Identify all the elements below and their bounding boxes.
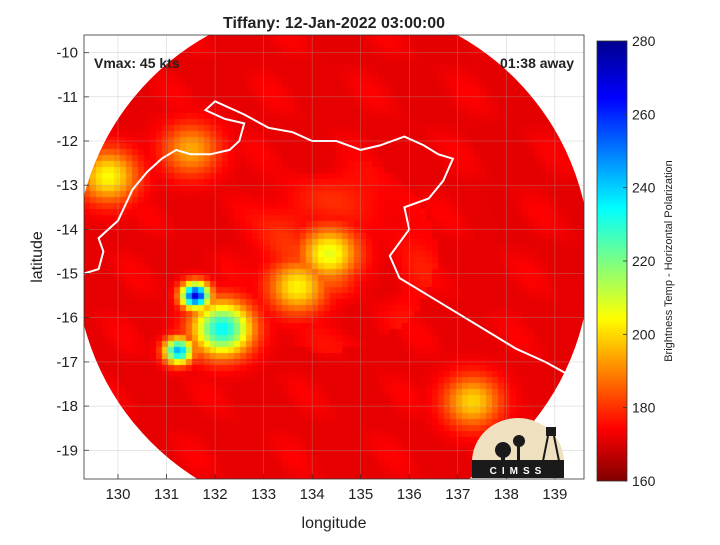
colorbar-tick-label: 240 <box>632 180 656 196</box>
x-tick-label: 130 <box>105 486 130 503</box>
grid <box>84 35 584 479</box>
colorbar-tick-label: 180 <box>632 400 656 416</box>
x-tick-label: 139 <box>542 486 567 503</box>
colorbar-ticks: 160 180 200 220 240 260 280 <box>623 33 656 489</box>
x-tick-label: 135 <box>348 486 373 503</box>
axes-frame <box>83 34 585 480</box>
x-axis-label: longitude <box>302 515 367 532</box>
x-tick-label: 133 <box>251 486 276 503</box>
colorbar-gradient <box>596 40 628 482</box>
colorbar-tick-label: 280 <box>632 33 656 49</box>
logo-text: CIMSS <box>490 466 547 477</box>
y-tick-label: -11 <box>57 89 78 106</box>
cimss-logo: CIMSS <box>472 418 564 478</box>
y-tick-label: -17 <box>56 354 78 371</box>
y-tick-label: -16 <box>56 310 78 327</box>
x-tick-label: 137 <box>445 486 470 503</box>
y-tick-label: -14 <box>56 221 78 238</box>
x-axis: 130 131 132 133 134 135 136 137 138 139 <box>105 474 567 503</box>
y-tick-label: -10 <box>56 45 78 62</box>
colorbar: 160 180 200 220 240 260 280 Brightness Temp - … <box>596 33 675 489</box>
brightness-temperature-field <box>84 35 584 479</box>
colorbar-label: Brightness Temp - Horizontal Polarizatio… <box>663 160 675 362</box>
y-axis: -10 -11 -12 -13 -14 -15 -16 -17 -18 -19 <box>56 45 89 459</box>
colorbar-tick-label: 160 <box>632 473 656 489</box>
colorbar-tick-label: 200 <box>632 326 656 342</box>
y-tick-label: -18 <box>56 398 78 415</box>
y-tick-label: -13 <box>56 177 78 194</box>
vmax-annotation: Vmax: 45 kts <box>94 55 180 71</box>
heatmap-image <box>84 35 584 479</box>
colorbar-tick-label: 260 <box>632 106 656 122</box>
chart-title: Tiffany: 12-Jan-2022 03:00:00 <box>223 15 445 32</box>
x-tick-label: 136 <box>397 486 422 503</box>
y-tick-label: -15 <box>56 266 78 283</box>
time-away-annotation: 01:38 away <box>500 55 574 71</box>
x-tick-label: 134 <box>300 486 325 503</box>
y-axis-label: latitude <box>29 231 46 283</box>
x-tick-label: 131 <box>154 486 179 503</box>
y-tick-label: -19 <box>56 442 78 459</box>
x-tick-label: 132 <box>203 486 228 503</box>
y-tick-label: -12 <box>56 133 78 150</box>
colorbar-tick-label: 220 <box>632 253 656 269</box>
x-tick-label: 138 <box>494 486 519 503</box>
